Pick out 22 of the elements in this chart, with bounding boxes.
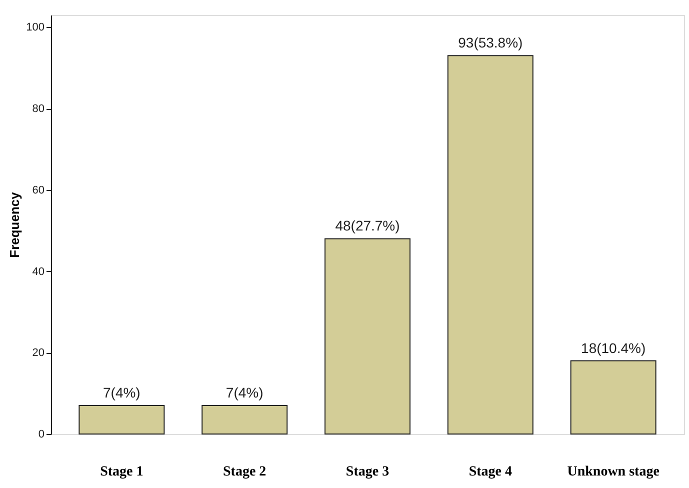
- bar: [78, 405, 165, 434]
- y-tick-label: 60: [32, 184, 44, 196]
- bar: [324, 238, 410, 434]
- bar: [570, 360, 656, 434]
- data-label: 93(53.8%): [458, 34, 523, 51]
- x-tick-label: Stage 4: [468, 464, 512, 480]
- bar: [202, 405, 288, 434]
- data-label: 48(27.7%): [335, 218, 400, 234]
- y-tick-label: 80: [32, 103, 44, 116]
- x-tick-label: Stage 3: [346, 464, 390, 480]
- data-label: 18(10.4%): [581, 340, 646, 356]
- x-tick-label: Stage 2: [223, 464, 266, 480]
- data-label: 7(4%): [102, 384, 140, 401]
- y-tick-label: 40: [32, 266, 44, 278]
- x-tick-label: Unknown stage: [567, 464, 660, 480]
- data-label: 7(4%): [226, 384, 264, 401]
- bar: [447, 55, 534, 434]
- y-axis-title: Frequency: [7, 191, 22, 258]
- y-tick-label: 100: [26, 22, 44, 34]
- x-tick-label: Stage 1: [100, 464, 144, 480]
- y-tick-label: 20: [32, 347, 44, 360]
- y-tick-label: 0: [38, 428, 44, 440]
